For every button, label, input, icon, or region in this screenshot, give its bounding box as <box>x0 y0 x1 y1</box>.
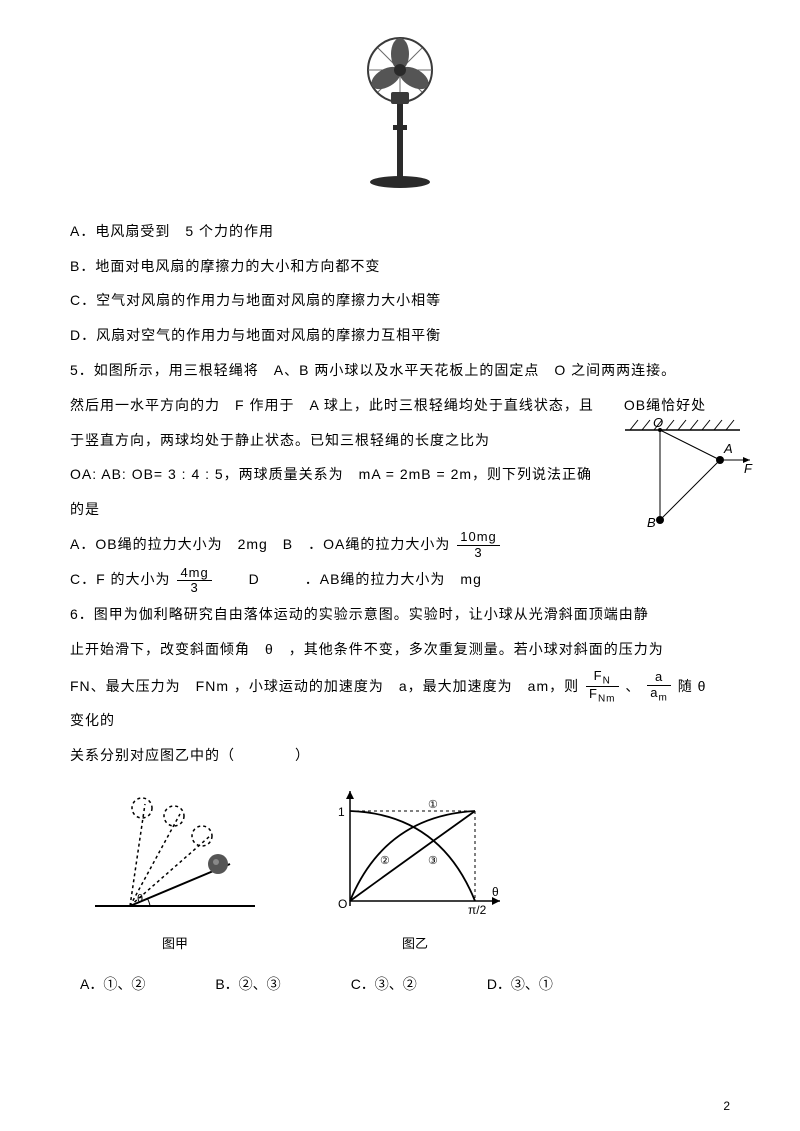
svg-text:③: ③ <box>428 855 438 867</box>
svg-text:θ: θ <box>137 893 143 905</box>
q6-line1: 6．图甲为伽利略研究自由落体运动的实验示意图。实验时，让小球从光滑斜面顶端由静 <box>70 599 730 630</box>
svg-text:θ: θ <box>492 885 499 899</box>
page-number: 2 <box>723 1093 730 1119</box>
q4-option-a: A．电风扇受到 5 个力的作用 <box>70 216 730 247</box>
q5-optC-pre: C．F 的大小为 <box>70 571 175 587</box>
q5-label-A: A <box>723 441 733 456</box>
q6-caption-jia: 图甲 <box>90 930 260 959</box>
q4-option-c: C．空气对风扇的作用力与地面对风扇的摩擦力大小相等 <box>70 285 730 316</box>
q5-fraction-2: 4mg 3 <box>177 566 211 596</box>
q6-line3-pre: FN、最大压力为 FNm ，小球运动的加速度为 a，最大加速度为 am，则 <box>70 678 584 694</box>
q5-label-O: O <box>653 415 663 430</box>
q5-fraction-1: 10mg 3 <box>457 530 500 560</box>
q6-figure-yi: 1 O θ π/2 ① ② ③ 图乙 <box>320 786 510 959</box>
q4-option-d: D．风扇对空气的作用力与地面对风扇的摩擦力互相平衡 <box>70 320 730 351</box>
q6-option-c: C．③、② <box>351 969 417 1000</box>
q5-option-cd: C．F 的大小为 4mg 3 D ．AB绳的拉力大小为 mg <box>70 564 730 595</box>
q6-line3-mid: 、 <box>625 678 640 694</box>
q6-figure-jia: θ 图甲 <box>90 796 260 959</box>
q6-option-a: A．①、② <box>80 969 145 1000</box>
q5-label-B: B <box>647 515 656 530</box>
q6-option-b: B．②、③ <box>215 969 280 1000</box>
q5-label-F: F <box>744 461 753 476</box>
q6-line3: FN、最大压力为 FNm ，小球运动的加速度为 a，最大加速度为 am，则 FN… <box>70 669 730 736</box>
q6-caption-yi: 图乙 <box>320 930 510 959</box>
q6-fraction-1: FN FNm <box>586 669 619 705</box>
q6-option-d: D．③、① <box>487 969 553 1000</box>
q5-optA-pre: A．OB绳的拉力大小为 2mg B ．OA绳的拉力大小为 <box>70 536 455 552</box>
svg-text:①: ① <box>428 799 438 811</box>
q5-diagram: O A F B <box>620 415 760 556</box>
q5-line1: 5．如图所示，用三根轻绳将 A、B 两小球以及水平天花板上的固定点 O 之间两两… <box>70 355 730 386</box>
q6-line4: 关系分别对应图乙中的（ ） <box>70 740 730 771</box>
svg-text:1: 1 <box>338 805 345 819</box>
q5-optC-post: D ．AB绳的拉力大小为 mg <box>219 571 482 587</box>
svg-text:π/2: π/2 <box>468 903 487 916</box>
fan-illustration <box>70 30 730 201</box>
q6-options: A．①、② B．②、③ C．③、② D．③、① <box>80 969 730 1000</box>
svg-text:O: O <box>338 897 347 911</box>
svg-text:②: ② <box>380 855 390 867</box>
q6-fraction-2: a am <box>647 670 671 703</box>
q4-option-b: B．地面对电风扇的摩擦力的大小和方向都不变 <box>70 251 730 282</box>
q6-line2: 止开始滑下，改变斜面倾角 θ ，其他条件不变，多次重复测量。若小球对斜面的压力为 <box>70 634 730 665</box>
q5-block: 5．如图所示，用三根轻绳将 A、B 两小球以及水平天花板上的固定点 O 之间两两… <box>70 355 730 595</box>
q6-figures: θ 图甲 1 O θ π/2 ① ② ③ 图乙 <box>90 786 730 959</box>
